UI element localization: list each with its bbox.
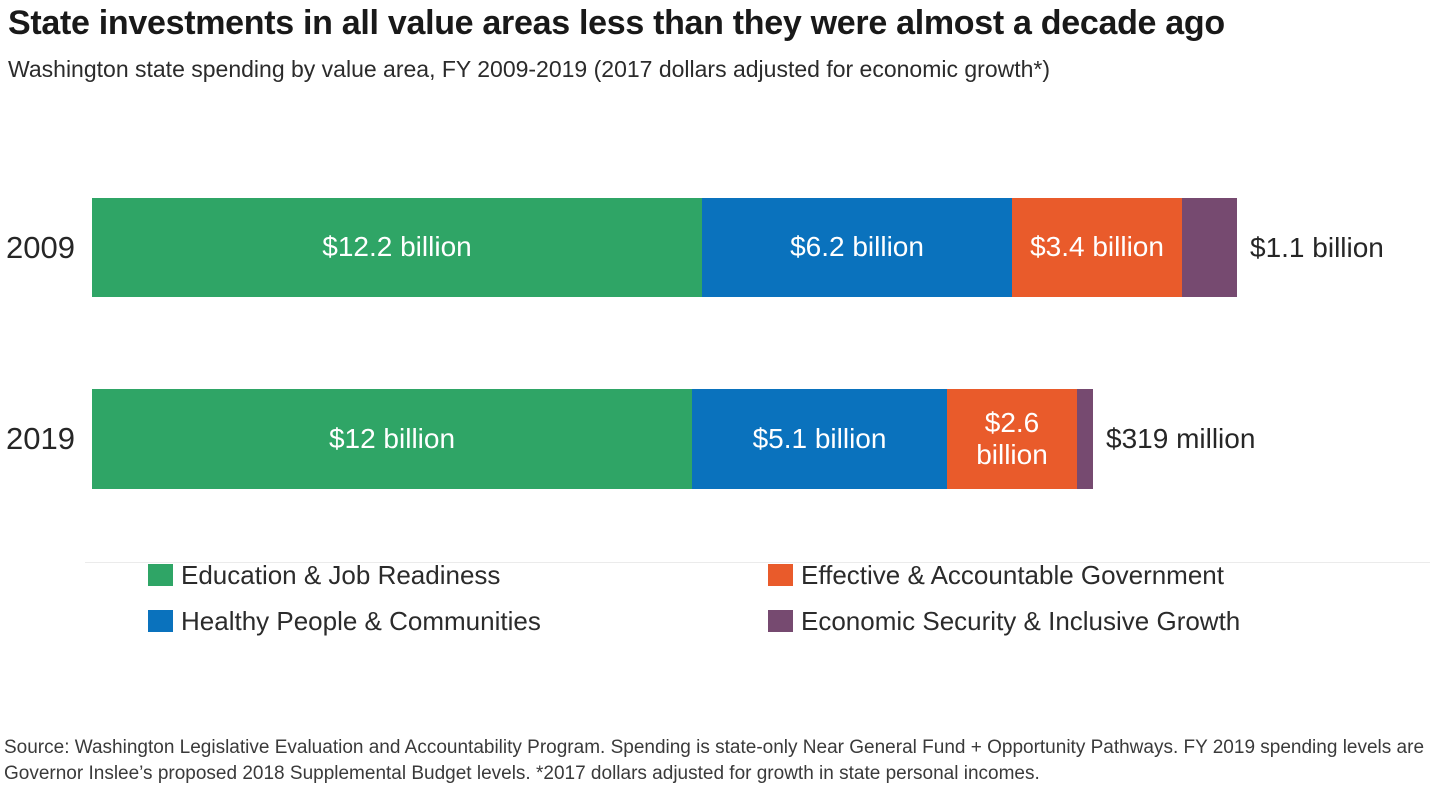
bar-segment: $2.6 billion (947, 389, 1077, 489)
legend-swatch-icon (148, 564, 173, 586)
legend-divider (85, 562, 1430, 563)
bar-segment: $6.2 billion (702, 198, 1012, 297)
bar-segment: $12 billion (92, 389, 692, 489)
segment-value-label: $2.6 billion (976, 406, 1048, 470)
stacked-bar-2009: $12.2 billion $6.2 billion $3.4 billion (92, 198, 1237, 297)
legend-swatch-icon (768, 564, 793, 586)
source-note: Source: Washington Legislative Evaluatio… (4, 735, 1440, 787)
bar-segment: $5.1 billion (692, 389, 947, 489)
segment-value-label: $6.2 billion (790, 231, 924, 263)
bar-row-2019: 2019 $12 billion $5.1 billion $2.6 billion $… (6, 389, 1255, 489)
legend-swatch-icon (148, 610, 173, 632)
year-label-2009: 2009 (6, 229, 75, 265)
source-note-line1: Source: Washington Legislative Evaluatio… (4, 737, 1425, 758)
bar-segment (1077, 389, 1093, 489)
legend: Education & Job Readiness Healthy People … (148, 552, 1240, 644)
legend-label: Economic Security & Inclusive Growth (801, 605, 1241, 636)
stacked-bar-2019: $12 billion $5.1 billion $2.6 billion (92, 389, 1093, 489)
legend-item: Education & Job Readiness (148, 552, 768, 598)
bar-segment: $12.2 billion (92, 198, 702, 297)
chart-title: State investments in all value areas les… (8, 4, 1225, 42)
outside-value-label: $319 million (1106, 423, 1256, 454)
legend-label: Education & Job Readiness (181, 559, 501, 590)
outside-value-label: $1.1 billion (1250, 231, 1384, 263)
segment-value-label: $3.4 billion (1030, 231, 1164, 263)
legend-item: Healthy People & Communities (148, 598, 768, 644)
legend-label: Effective & Accountable Government (801, 559, 1224, 590)
chart-subtitle: Washington state spending by value area,… (8, 56, 1051, 82)
bar-segment: $3.4 billion (1012, 198, 1182, 297)
segment-value-label: $12.2 billion (322, 231, 472, 263)
segment-value-label: $5.1 billion (752, 422, 887, 454)
legend-item: Effective & Accountable Government (768, 552, 1240, 598)
bar-segment (1182, 198, 1237, 297)
legend-label: Healthy People & Communities (181, 605, 541, 636)
year-label-2019: 2019 (6, 421, 75, 456)
legend-item: Economic Security & Inclusive Growth (768, 598, 1240, 644)
legend-swatch-icon (768, 610, 793, 632)
bar-row-2009: 2009 $12.2 billion $6.2 billion $3.4 billio… (6, 198, 1384, 297)
segment-value-label: $12 billion (328, 422, 456, 454)
source-note-line2: Governor Inslee’s proposed 2018 Suppleme… (4, 763, 1040, 785)
